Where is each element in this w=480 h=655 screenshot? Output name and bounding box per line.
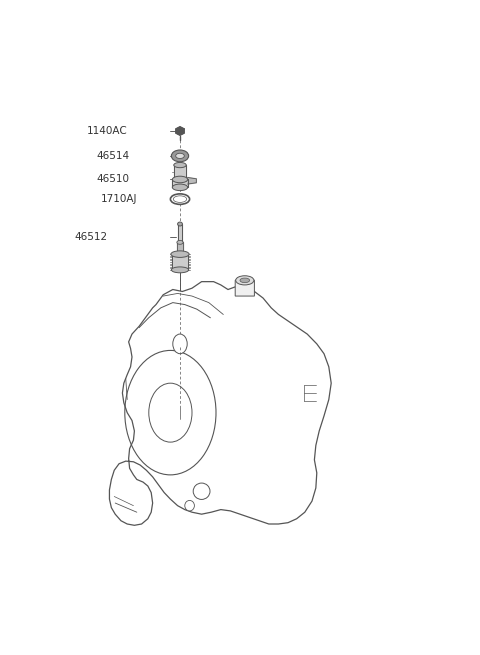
Polygon shape (235, 278, 254, 296)
Ellipse shape (172, 184, 188, 191)
Text: 46512: 46512 (74, 232, 108, 242)
Ellipse shape (173, 196, 187, 202)
Ellipse shape (170, 194, 190, 204)
Text: 1710AJ: 1710AJ (101, 194, 137, 204)
Ellipse shape (236, 276, 254, 285)
Ellipse shape (177, 240, 183, 244)
Ellipse shape (185, 500, 194, 511)
Polygon shape (109, 282, 331, 525)
Ellipse shape (171, 150, 189, 162)
Polygon shape (188, 178, 196, 184)
Ellipse shape (240, 278, 250, 283)
Polygon shape (177, 242, 183, 254)
Ellipse shape (178, 222, 182, 226)
Polygon shape (178, 224, 182, 242)
Text: 46510: 46510 (96, 174, 129, 185)
Ellipse shape (171, 251, 189, 257)
Ellipse shape (171, 267, 189, 272)
Ellipse shape (174, 162, 186, 168)
Text: 46514: 46514 (96, 151, 129, 161)
Polygon shape (174, 165, 186, 179)
Ellipse shape (176, 153, 184, 159)
Ellipse shape (172, 176, 188, 183)
Ellipse shape (193, 483, 210, 499)
Text: 1140AC: 1140AC (86, 126, 127, 136)
Circle shape (173, 334, 187, 354)
Polygon shape (172, 179, 188, 187)
Polygon shape (176, 126, 184, 135)
Polygon shape (172, 254, 188, 270)
